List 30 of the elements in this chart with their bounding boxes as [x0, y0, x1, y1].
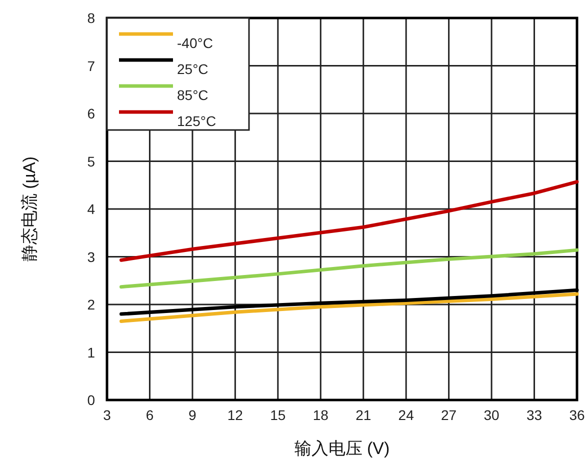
- y-tick-label: 1: [87, 344, 96, 360]
- line-series: [119, 248, 579, 289]
- y-tick-label: 0: [87, 392, 96, 408]
- x-tick-label: 30: [484, 407, 500, 423]
- y-tick-label: 6: [87, 106, 96, 122]
- y-tick-label: 5: [87, 153, 96, 170]
- x-tick-label: 12: [227, 407, 244, 423]
- legend-label: 125°C: [177, 113, 216, 129]
- line-series: [119, 180, 579, 262]
- x-tick-label: 36: [569, 407, 585, 423]
- x-tick-label: 27: [441, 407, 457, 423]
- y-axis-title: 静态电流 (µA): [20, 156, 39, 262]
- legend-label: 25°C: [177, 61, 208, 77]
- x-tick-label: 21: [356, 407, 372, 423]
- x-tick-label: 3: [103, 407, 112, 423]
- y-tick-label: 4: [87, 201, 96, 217]
- legend-label: -40°C: [177, 35, 213, 51]
- line-series: [119, 292, 579, 323]
- y-tick-label: 2: [87, 296, 96, 312]
- x-tick-label: 18: [312, 407, 329, 423]
- legend-label: 85°C: [177, 87, 208, 103]
- y-tick-label: 3: [87, 248, 96, 265]
- x-tick-label: 9: [188, 407, 197, 423]
- x-axis-title: 输入电压 (V): [294, 439, 390, 458]
- y-tick-label: 7: [87, 58, 96, 74]
- x-tick-label: 15: [270, 407, 286, 423]
- x-tick-label: 24: [398, 407, 414, 423]
- x-tick-label: 33: [526, 407, 542, 423]
- x-tick-label: 6: [146, 407, 154, 423]
- y-tick-label: 8: [87, 10, 96, 26]
